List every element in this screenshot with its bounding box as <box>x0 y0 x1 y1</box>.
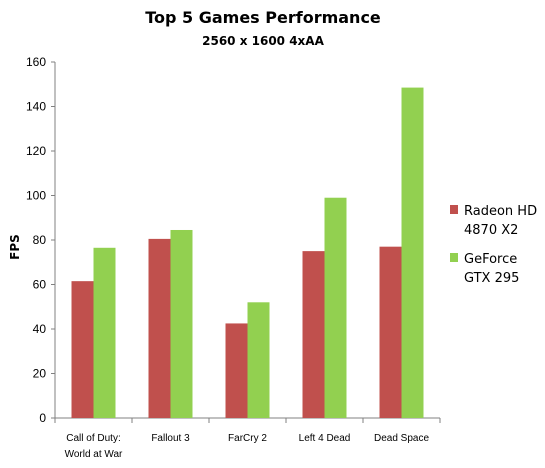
legend-label: 4870 X2 <box>464 223 518 238</box>
category-labels: Call of Duty: World at War Fallout 3 FarCry… <box>65 433 430 460</box>
legend: Radeon HD 4870 X2 GeForce GTX 295 <box>450 204 537 286</box>
bar <box>71 281 94 418</box>
x-tick-label: World at War <box>65 449 123 460</box>
x-tick-label: FarCry 2 <box>228 433 267 444</box>
legend-label: GeForce <box>464 252 517 267</box>
x-tick-label: Call of Duty: <box>66 433 120 444</box>
legend-swatch <box>450 205 458 214</box>
legend-label: Radeon HD <box>464 204 537 219</box>
x-tick-label: Fallout 3 <box>151 433 190 444</box>
legend-label: GTX 295 <box>464 271 519 286</box>
y-tick-label: 60 <box>33 278 47 292</box>
x-tick-label: Left 4 Dead <box>299 433 351 444</box>
y-tick-label: 120 <box>26 144 46 158</box>
chart-title: Top 5 Games Performance <box>145 8 381 27</box>
x-tick-label: Dead Space <box>374 433 429 444</box>
bars <box>71 87 424 419</box>
chart-subtitle: 2560 x 1600 4xAA <box>202 34 324 48</box>
y-tick-label: 140 <box>26 100 46 114</box>
bar <box>225 323 248 418</box>
y-tick-label: 100 <box>26 189 46 203</box>
y-tick-label: 80 <box>33 233 47 247</box>
bar <box>170 229 193 418</box>
y-tick-label: 40 <box>33 322 47 336</box>
bar <box>93 247 116 418</box>
y-tick-label: 160 <box>26 55 46 69</box>
bar <box>148 238 171 418</box>
y-tick-label: 20 <box>33 367 47 381</box>
bar <box>247 302 270 418</box>
bar <box>324 197 347 418</box>
legend-swatch <box>450 253 458 262</box>
bar <box>302 251 325 418</box>
y-axis-label: FPS <box>8 234 22 260</box>
bar <box>379 246 402 418</box>
bar <box>401 87 424 419</box>
y-tick-label: 0 <box>39 411 46 425</box>
axes: 0 20 40 60 80 100 120 140 160 <box>26 55 441 425</box>
